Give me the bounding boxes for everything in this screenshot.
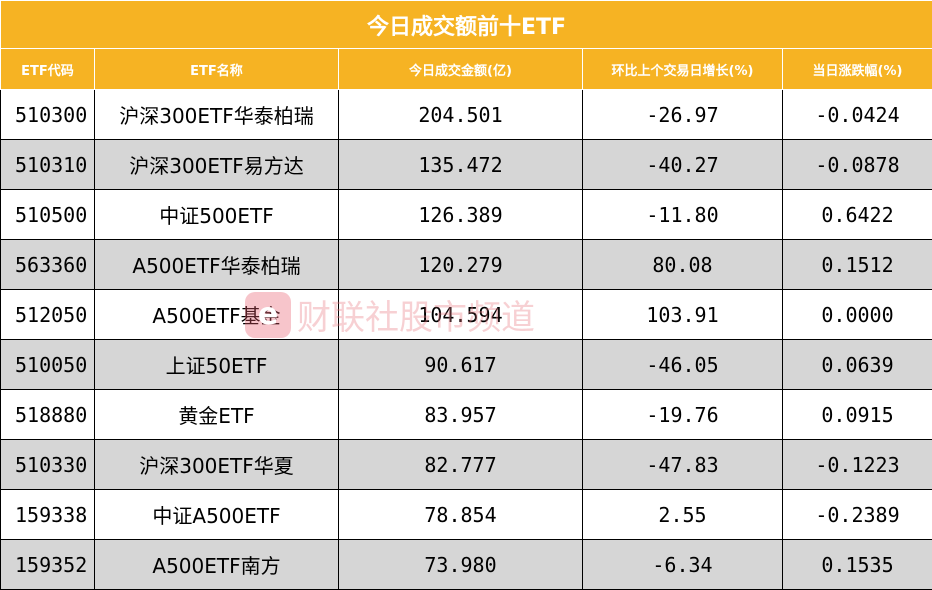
cell-code: 159352 — [0, 539, 95, 590]
cell-name: 中证500ETF — [94, 189, 339, 240]
cell-growth: -46.05 — [582, 339, 783, 390]
cell-amount: 126.389 — [338, 189, 583, 240]
cell-code: 512050 — [0, 289, 95, 340]
cell-change: 0.0915 — [782, 389, 932, 440]
cell-growth: -19.76 — [582, 389, 783, 440]
cell-name: A500ETF南方 — [94, 539, 339, 590]
cell-name: A500ETF华泰柏瑞 — [94, 239, 339, 290]
cell-change: 0.6422 — [782, 189, 932, 240]
header-code: ETF代码 — [0, 48, 95, 90]
cell-change: 0.0000 — [782, 289, 932, 340]
cell-amount: 82.777 — [338, 439, 583, 490]
cell-growth: -40.27 — [582, 139, 783, 190]
table-row: 563360 A500ETF华泰柏瑞 120.279 80.08 0.1512 — [0, 239, 932, 290]
cell-change: -0.0878 — [782, 139, 932, 190]
table-row: 510330 沪深300ETF华夏 82.777 -47.83 -0.1223 — [0, 439, 932, 490]
header-change: 当日涨跌幅(%) — [782, 48, 932, 90]
table-row: 512050 A500ETF基金 104.594 103.91 0.0000 — [0, 289, 932, 340]
table-title: 今日成交额前十ETF — [0, 0, 932, 49]
header-growth: 环比上个交易日增长(%) — [582, 48, 783, 90]
cell-change: -0.0424 — [782, 89, 932, 140]
table-row: 510500 中证500ETF 126.389 -11.80 0.6422 — [0, 189, 932, 240]
cell-code: 510500 — [0, 189, 95, 240]
table-row: 159352 A500ETF南方 73.980 -6.34 0.1535 — [0, 539, 932, 590]
table-row: 510300 沪深300ETF华泰柏瑞 204.501 -26.97 -0.04… — [0, 89, 932, 140]
cell-name: 上证50ETF — [94, 339, 339, 390]
cell-code: 510050 — [0, 339, 95, 390]
cell-growth: -26.97 — [582, 89, 783, 140]
cell-amount: 104.594 — [338, 289, 583, 340]
cell-code: 510310 — [0, 139, 95, 190]
table-row: 510310 沪深300ETF易方达 135.472 -40.27 -0.087… — [0, 139, 932, 190]
cell-change: -0.2389 — [782, 489, 932, 540]
cell-growth: 2.55 — [582, 489, 783, 540]
cell-change: 0.1512 — [782, 239, 932, 290]
cell-growth: 80.08 — [582, 239, 783, 290]
cell-name: A500ETF基金 — [94, 289, 339, 340]
header-row: ETF代码 ETF名称 今日成交金额(亿) 环比上个交易日增长(%) 当日涨跌幅… — [0, 48, 932, 90]
cell-code: 510330 — [0, 439, 95, 490]
cell-change: -0.1223 — [782, 439, 932, 490]
header-amount: 今日成交金额(亿) — [338, 48, 583, 90]
cell-growth: 103.91 — [582, 289, 783, 340]
cell-name: 沪深300ETF易方达 — [94, 139, 339, 190]
cell-growth: -47.83 — [582, 439, 783, 490]
table-row: 518880 黄金ETF 83.957 -19.76 0.0915 — [0, 389, 932, 440]
cell-change: 0.1535 — [782, 539, 932, 590]
cell-amount: 135.472 — [338, 139, 583, 190]
cell-growth: -11.80 — [582, 189, 783, 240]
cell-amount: 73.980 — [338, 539, 583, 590]
cell-code: 159338 — [0, 489, 95, 540]
table-row: 510050 上证50ETF 90.617 -46.05 0.0639 — [0, 339, 932, 390]
cell-change: 0.0639 — [782, 339, 932, 390]
cell-code: 518880 — [0, 389, 95, 440]
header-name: ETF名称 — [94, 48, 339, 90]
cell-name: 黄金ETF — [94, 389, 339, 440]
cell-growth: -6.34 — [582, 539, 783, 590]
cell-name: 沪深300ETF华泰柏瑞 — [94, 89, 339, 140]
cell-amount: 120.279 — [338, 239, 583, 290]
cell-amount: 90.617 — [338, 339, 583, 390]
cell-code: 563360 — [0, 239, 95, 290]
cell-amount: 78.854 — [338, 489, 583, 540]
cell-amount: 204.501 — [338, 89, 583, 140]
table-row: 159338 中证A500ETF 78.854 2.55 -0.2389 — [0, 489, 932, 540]
cell-name: 沪深300ETF华夏 — [94, 439, 339, 490]
cell-code: 510300 — [0, 89, 95, 140]
cell-name: 中证A500ETF — [94, 489, 339, 540]
cell-amount: 83.957 — [338, 389, 583, 440]
